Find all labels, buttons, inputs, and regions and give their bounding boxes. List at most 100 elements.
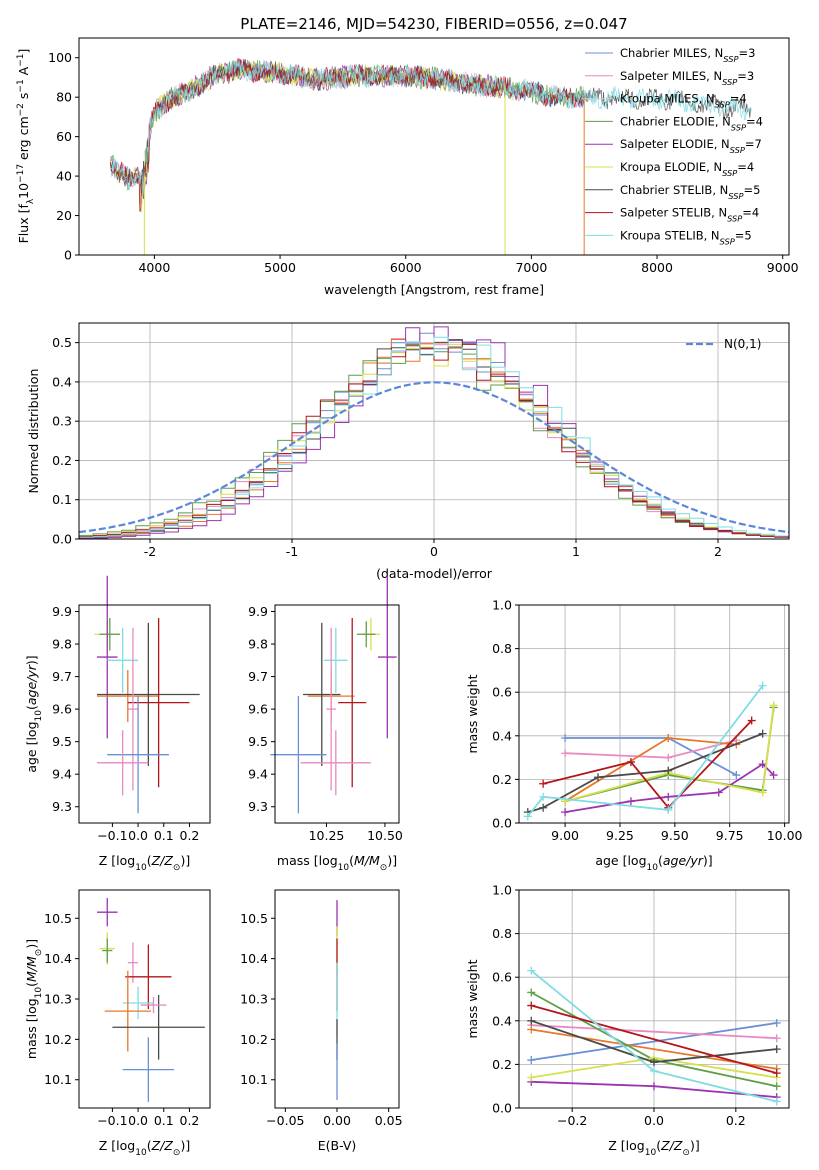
legend-entry-part: Salpeter MILES, N: [620, 69, 722, 83]
x-tick-label: 0.1: [154, 1113, 174, 1128]
weight-marker: [527, 1073, 536, 1082]
weight-series-line: [564, 762, 775, 813]
x-axis-label-part: )]: [690, 1138, 700, 1153]
y-tick-label: 80: [56, 90, 72, 105]
weight-series-line: [527, 685, 764, 818]
y-axis-label-part: −1: [16, 79, 26, 92]
x-tick-label: −0.1: [97, 1113, 127, 1128]
legend-entry: Salpeter STELIB, NSSP=4: [620, 206, 759, 224]
weight-marker: [527, 1016, 536, 1025]
y-axis-label-part: )]: [24, 655, 39, 665]
age-vs-metallicity-panel: −0.1 0.0 0.1 0.2 9.3 9.4 9.5 9.6 9.7 9.8 9.9 Z [log…: [24, 575, 211, 873]
x-axis-label-part: mass [log: [277, 853, 338, 868]
legend-entry-part: SSP: [728, 191, 743, 201]
y-tick-label: 10.3: [240, 992, 268, 1007]
x-axis-label-part: (: [658, 853, 663, 868]
y-axis-label: mass weight: [465, 674, 480, 753]
weight-marker: [561, 749, 570, 758]
y-tick-label: 10.5: [44, 911, 72, 926]
x-tick-label: 7000: [515, 260, 547, 275]
x-axis-label-part: 10: [135, 1148, 147, 1158]
weight-marker: [527, 988, 536, 997]
x-axis-label-part: ⊙: [173, 1148, 181, 1158]
x-axis-label-part: Z/Z: [151, 853, 174, 868]
weight-marker: [626, 797, 635, 806]
y-axis-label-part: )]: [24, 939, 39, 949]
weight-marker: [527, 966, 536, 975]
y-tick-label: 60: [56, 129, 72, 144]
weight-marker: [527, 1001, 536, 1010]
x-tick-label: 9.25: [606, 828, 634, 843]
weight-marker: [772, 1082, 781, 1091]
y-tick-label: 0.4: [52, 374, 72, 389]
weight-marker: [772, 1045, 781, 1054]
x-axis-label-part: Z/Z: [151, 1138, 174, 1153]
axes-frame: [518, 604, 790, 824]
legend-entry: Kroupa MILES, NSSP=4: [620, 92, 747, 110]
x-tick-label: 0.2: [180, 1113, 200, 1128]
x-axis-label-part: ⊙: [380, 863, 388, 873]
y-axis-label-part: ]: [16, 49, 31, 54]
y-axis-label: mass weight: [465, 959, 480, 1038]
y-tick-label: 10.4: [240, 951, 268, 966]
y-tick-label: 0.6: [492, 685, 512, 700]
x-tick-label: 2: [714, 544, 722, 559]
y-axis-label-part: age [log: [24, 721, 39, 772]
y-tick-label: 0.2: [492, 1057, 512, 1072]
x-tick-label: 0: [430, 544, 438, 559]
x-axis-label: (data-model)/error: [376, 566, 493, 581]
x-axis-label-part: (: [147, 1138, 152, 1153]
legend-entry: Kroupa ELODIE, NSSP=4: [620, 160, 754, 178]
y-tick-label: 9.9: [248, 604, 268, 619]
axes-frame: [78, 604, 211, 824]
y-tick-label: 10.1: [44, 1072, 72, 1087]
x-tick-label: 0.0: [644, 1113, 664, 1128]
y-axis-label: Flux [fλ10−17 erg cm−2 s−1 A−1]: [16, 49, 36, 244]
weight-marker: [650, 1058, 658, 1067]
weight-series-line: [531, 1004, 777, 1074]
weight-marker: [758, 681, 767, 690]
legend-entry-part: =4: [730, 92, 747, 106]
mass-weight-vs-metallicity-panel: −0.2 0.0 0.2 0.0 0.2 0.4 0.6 0.8 1.0 Z [log10(Z/Z…: [465, 883, 790, 1158]
x-axis-label: Z [log10(Z/Z⊙)]: [99, 1138, 190, 1158]
weight-marker: [527, 1056, 536, 1065]
x-tick-label: 5000: [264, 260, 296, 275]
weight-marker: [772, 1069, 781, 1078]
legend-entry-part: =5: [735, 228, 752, 242]
weight-marker: [664, 805, 673, 814]
axes-frame: [78, 322, 790, 540]
y-axis-label: mass [log10(M/M⊙)]: [24, 939, 44, 1059]
age-vs-mass-panel: 10.25 10.50 9.3 9.4 9.5 9.6 9.7 9.8 9.9 mass [log…: [248, 575, 403, 873]
y-tick-label: 0.4: [492, 728, 512, 743]
y-axis-label-part: ⊙: [34, 949, 44, 957]
y-axis-label-part: A: [16, 66, 31, 79]
x-axis-label: E(B-V): [318, 1138, 357, 1153]
legend-entry-part: Kroupa ELODIE, N: [620, 160, 722, 174]
y-axis-label-part: s: [16, 93, 31, 104]
legend-entry: N(0,1): [724, 337, 761, 351]
x-tick-label: −0.05: [266, 1113, 304, 1128]
mass-weight-vs-age-panel: 9.00 9.25 9.50 9.75 10.00 0.0 0.2 0.4 0.6 0.8 1.0 a…: [465, 598, 803, 874]
y-axis-label-part: Flux [f: [16, 204, 31, 244]
y-axis-label-part: erg cm: [16, 116, 31, 164]
legend-entry-part: SSP: [722, 168, 737, 178]
weight-marker: [650, 1082, 658, 1091]
legend-entry-part: SSP: [720, 236, 735, 246]
y-axis-label-part: 10: [16, 183, 31, 199]
y-axis-label-part: (: [24, 705, 39, 710]
x-tick-label: 8000: [641, 260, 673, 275]
y-axis-label-part: −1: [16, 54, 26, 67]
mass-vs-extinction-panel: −0.05 0.00 0.05 10.1 10.2 10.3 10.4 10.5 E(B-V): [240, 889, 403, 1153]
gaussian-reference-curve: [78, 381, 790, 534]
y-tick-label: 9.6: [52, 702, 72, 717]
axes-frame: [78, 37, 790, 256]
weight-series-line: [531, 1024, 777, 1040]
x-axis-label-part: Z [log: [608, 1138, 644, 1153]
legend-entry-part: Salpeter ELODIE, N: [620, 137, 730, 151]
legend-entry: Chabrier MILES, NSSP=3: [620, 46, 755, 64]
weight-marker: [747, 716, 756, 725]
x-axis-label-part: ⊙: [173, 863, 181, 873]
legend-entry-part: =3: [737, 69, 754, 83]
x-tick-label: 0.05: [375, 1113, 403, 1128]
y-tick-label: 9.8: [52, 637, 72, 652]
